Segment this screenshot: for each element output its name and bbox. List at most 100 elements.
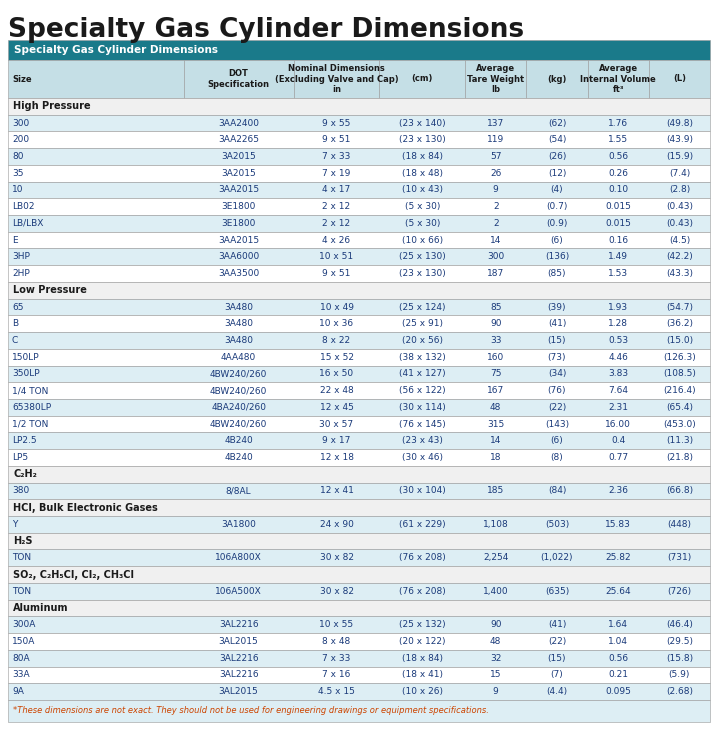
Text: 200: 200 bbox=[12, 135, 29, 145]
Text: (18 x 48): (18 x 48) bbox=[402, 169, 443, 177]
Text: Size: Size bbox=[12, 74, 32, 83]
Text: (76 x 145): (76 x 145) bbox=[399, 420, 446, 429]
Bar bbox=[8, 666, 710, 683]
Text: 187: 187 bbox=[487, 269, 504, 278]
Text: 25.64: 25.64 bbox=[605, 587, 631, 596]
Bar bbox=[8, 349, 710, 366]
Bar bbox=[465, 60, 526, 98]
Bar bbox=[8, 40, 710, 60]
Text: 0.095: 0.095 bbox=[605, 687, 631, 696]
Text: 12 x 18: 12 x 18 bbox=[320, 453, 353, 462]
Text: (46.4): (46.4) bbox=[666, 620, 693, 629]
Text: Average
Tare Weight
lb: Average Tare Weight lb bbox=[467, 64, 524, 94]
Text: 3AL2015: 3AL2015 bbox=[219, 637, 258, 646]
Bar bbox=[8, 232, 710, 248]
Text: 48: 48 bbox=[490, 403, 501, 412]
Text: (4.5): (4.5) bbox=[668, 236, 690, 245]
Text: (36.2): (36.2) bbox=[666, 319, 693, 328]
Text: 7 x 33: 7 x 33 bbox=[322, 653, 350, 663]
Text: 1.76: 1.76 bbox=[608, 118, 628, 128]
Text: (38 x 132): (38 x 132) bbox=[399, 353, 446, 361]
Text: 4 x 17: 4 x 17 bbox=[322, 185, 350, 194]
Text: 9: 9 bbox=[493, 687, 498, 696]
Text: 33: 33 bbox=[490, 336, 501, 345]
Text: (65.4): (65.4) bbox=[666, 403, 693, 412]
Text: 9 x 51: 9 x 51 bbox=[322, 135, 350, 145]
Text: 3AA2015: 3AA2015 bbox=[218, 236, 259, 245]
Text: 75: 75 bbox=[490, 369, 501, 378]
Text: 8/8AL: 8/8AL bbox=[225, 486, 251, 496]
Text: 3HP: 3HP bbox=[12, 253, 30, 261]
Text: 1.49: 1.49 bbox=[608, 253, 628, 261]
Bar bbox=[8, 332, 710, 349]
Text: 315: 315 bbox=[487, 420, 504, 429]
Text: 9 x 17: 9 x 17 bbox=[322, 437, 350, 445]
Text: 0.16: 0.16 bbox=[608, 236, 628, 245]
Text: 3AA2400: 3AA2400 bbox=[218, 118, 259, 128]
Text: 12 x 41: 12 x 41 bbox=[320, 486, 353, 496]
Bar bbox=[8, 366, 710, 383]
Text: 0.4: 0.4 bbox=[611, 437, 625, 445]
Text: (4.4): (4.4) bbox=[546, 687, 567, 696]
Text: (30 x 114): (30 x 114) bbox=[399, 403, 446, 412]
Text: 4.46: 4.46 bbox=[608, 353, 628, 361]
Text: 3E1800: 3E1800 bbox=[221, 219, 256, 228]
Text: 35: 35 bbox=[12, 169, 24, 177]
Text: (34): (34) bbox=[548, 369, 566, 378]
Text: 1.93: 1.93 bbox=[608, 302, 628, 312]
Text: (54): (54) bbox=[548, 135, 566, 145]
Text: (41): (41) bbox=[548, 319, 566, 328]
Text: (5 x 30): (5 x 30) bbox=[404, 202, 440, 211]
Text: 9 x 51: 9 x 51 bbox=[322, 269, 350, 278]
Text: 85: 85 bbox=[490, 302, 501, 312]
Text: 3A480: 3A480 bbox=[224, 302, 253, 312]
Text: LB02: LB02 bbox=[12, 202, 34, 211]
Text: (7.4): (7.4) bbox=[668, 169, 690, 177]
Text: 25.82: 25.82 bbox=[605, 553, 631, 562]
Text: 1.64: 1.64 bbox=[608, 620, 628, 629]
Text: (2.8): (2.8) bbox=[668, 185, 690, 194]
Text: (448): (448) bbox=[668, 520, 691, 529]
Bar bbox=[649, 60, 710, 98]
Text: (18 x 84): (18 x 84) bbox=[402, 653, 443, 663]
Bar bbox=[8, 633, 710, 650]
Bar bbox=[8, 566, 710, 583]
Text: (15.0): (15.0) bbox=[666, 336, 693, 345]
Text: (30 x 46): (30 x 46) bbox=[402, 453, 443, 462]
Text: (6): (6) bbox=[551, 437, 564, 445]
Text: 300: 300 bbox=[12, 118, 29, 128]
Text: TON: TON bbox=[12, 553, 31, 562]
Text: 0.56: 0.56 bbox=[608, 152, 628, 161]
Text: 22 x 48: 22 x 48 bbox=[320, 386, 353, 395]
Text: (0.9): (0.9) bbox=[546, 219, 568, 228]
Text: (8): (8) bbox=[551, 453, 564, 462]
Text: (23 x 130): (23 x 130) bbox=[399, 269, 446, 278]
Text: 4BW240/260: 4BW240/260 bbox=[210, 386, 267, 395]
Bar bbox=[8, 616, 710, 633]
Text: H₂S: H₂S bbox=[13, 536, 32, 546]
Text: (54.7): (54.7) bbox=[666, 302, 693, 312]
Text: (15): (15) bbox=[548, 336, 567, 345]
Text: 30 x 82: 30 x 82 bbox=[320, 587, 353, 596]
Text: TON: TON bbox=[12, 587, 31, 596]
Text: 10 x 55: 10 x 55 bbox=[320, 620, 353, 629]
Text: (7): (7) bbox=[551, 670, 564, 680]
Text: 16 x 50: 16 x 50 bbox=[320, 369, 353, 378]
Text: 3E1800: 3E1800 bbox=[221, 202, 256, 211]
Bar bbox=[8, 415, 710, 432]
Text: (20 x 122): (20 x 122) bbox=[399, 637, 445, 646]
Text: (23 x 140): (23 x 140) bbox=[399, 118, 446, 128]
Text: LB/LBX: LB/LBX bbox=[12, 219, 43, 228]
Text: 30 x 57: 30 x 57 bbox=[320, 420, 353, 429]
Text: 2 x 12: 2 x 12 bbox=[322, 202, 350, 211]
Text: 7 x 16: 7 x 16 bbox=[322, 670, 350, 680]
Text: (21.8): (21.8) bbox=[666, 453, 693, 462]
Text: 80A: 80A bbox=[12, 653, 29, 663]
Text: (56 x 122): (56 x 122) bbox=[399, 386, 446, 395]
Text: Specialty Gas Cylinder Dimensions: Specialty Gas Cylinder Dimensions bbox=[8, 17, 524, 43]
Bar bbox=[8, 299, 710, 315]
Text: 300: 300 bbox=[487, 253, 504, 261]
Text: 3AL2216: 3AL2216 bbox=[219, 620, 258, 629]
Text: 2 x 12: 2 x 12 bbox=[322, 219, 350, 228]
Text: 119: 119 bbox=[487, 135, 504, 145]
